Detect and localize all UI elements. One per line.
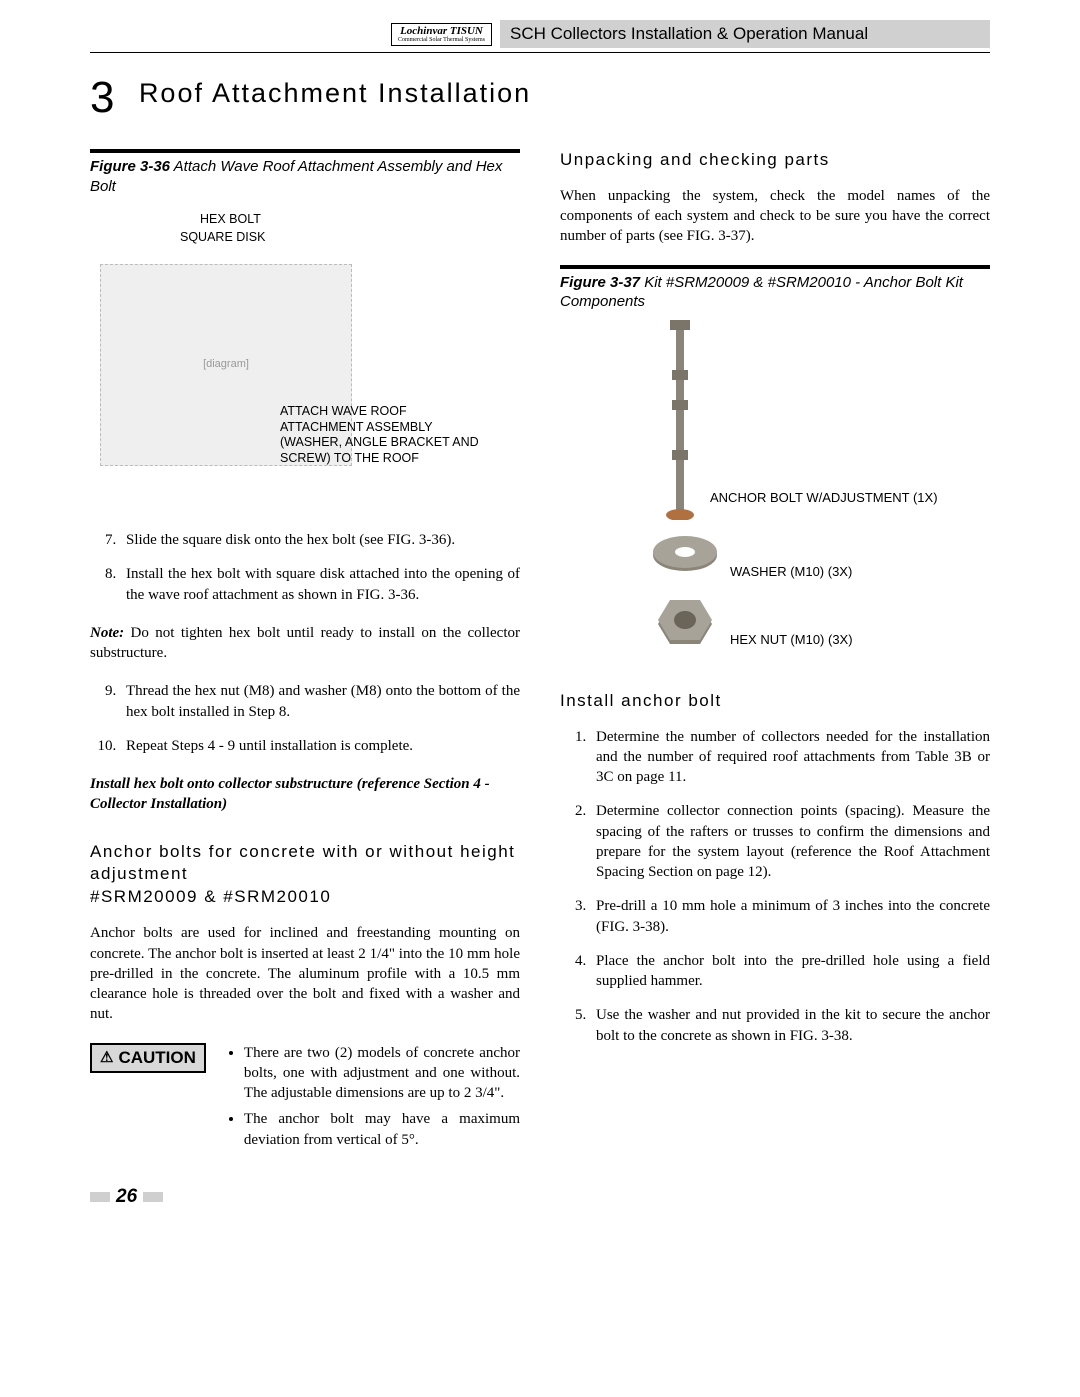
hex-nut-icon [655,596,715,651]
step-8: Install the hex bolt with square disk at… [120,564,520,605]
square-disk-label: SQUARE DISK [180,230,265,246]
unpacking-heading: Unpacking and checking parts [560,149,990,172]
hex-bolt-label: HEX BOLT [200,212,261,228]
install-step-2: Determine collector connection points (s… [590,801,990,882]
logo-text: Lochinvar TISUN [400,26,483,37]
install-step-5: Use the washer and nut provided in the k… [590,1005,990,1046]
caution-block: ⚠ CAUTION There are two (2) models of co… [90,1043,520,1156]
figure-3-37-caption: Figure 3-37 Kit #SRM20009 & #SRM20010 - … [560,273,990,312]
install-step-1: Determine the number of collectors neede… [590,727,990,788]
figure-3-37: ANCHOR BOLT W/ADJUSTMENT (1X) WASHER (M1… [560,320,990,670]
caution-badge: ⚠ CAUTION [90,1043,206,1073]
anchor-bolts-heading: Anchor bolts for concrete with or withou… [90,841,520,910]
washer-icon [650,530,720,580]
brand-logo: Lochinvar TISUN Commercial Solar Thermal… [391,23,492,46]
caution-bullet-1: There are two (2) models of concrete anc… [244,1043,520,1104]
header-rule [90,52,990,53]
header-bar: Lochinvar TISUN Commercial Solar Thermal… [90,20,990,48]
step-9: Thread the hex nut (M8) and washer (M8) … [120,681,520,722]
figure-3-36: HEX BOLT SQUARE DISK [diagram] ATTACH WA… [90,204,520,514]
figure-rule [90,149,520,153]
attach-wave-label: ATTACH WAVE ROOF ATTACHMENT ASSEMBLY (WA… [280,404,480,467]
note-paragraph: Note: Do not tighten hex bolt until read… [90,623,520,664]
figure-3-36-caption: Figure 3-36 Attach Wave Roof Attachment … [90,157,520,196]
note-label: Note: [90,625,124,641]
right-column: Unpacking and checking parts When unpack… [560,149,990,1208]
chapter-title: Roof Attachment Installation [139,78,531,108]
page-ornament-right [143,1192,163,1202]
anchor-heading-line1: Anchor bolts for concrete with or withou… [90,842,515,884]
install-anchor-heading: Install anchor bolt [560,690,990,713]
two-column-layout: Figure 3-36 Attach Wave Roof Attachment … [90,149,990,1208]
chapter-heading: 3 Roof Attachment Installation [90,73,990,123]
step-10: Repeat Steps 4 - 9 until installation is… [120,736,520,756]
install-step-3: Pre-drill a 10 mm hole a minimum of 3 in… [590,896,990,937]
install-anchor-steps: Determine the number of collectors neede… [560,727,990,1046]
left-column: Figure 3-36 Attach Wave Roof Attachment … [90,149,520,1208]
figure-rule [560,265,990,269]
page-number-row: 26 [90,1186,520,1208]
chapter-number: 3 [90,73,114,122]
figure-label: Figure 3-36 [90,158,170,175]
note-text: Do not tighten hex bolt until ready to i… [90,625,520,661]
washer-label: WASHER (M10) (3X) [730,564,852,580]
hex-nut-label: HEX NUT (M10) (3X) [730,632,853,648]
figure-label: Figure 3-37 [560,274,640,291]
logo-subtext: Commercial Solar Thermal Systems [398,37,485,43]
caution-label: CAUTION [118,1048,195,1068]
steps-9-10: Thread the hex nut (M8) and washer (M8) … [90,681,520,756]
install-step-4: Place the anchor bolt into the pre-drill… [590,951,990,992]
warning-icon: ⚠ [100,1050,113,1065]
page: Lochinvar TISUN Commercial Solar Thermal… [0,0,1080,1248]
anchor-bolts-paragraph: Anchor bolts are used for inclined and f… [90,923,520,1024]
anchor-heading-line2: #SRM20009 & #SRM20010 [90,887,331,906]
page-number: 26 [116,1186,137,1208]
unpacking-paragraph: When unpacking the system, check the mod… [560,186,990,247]
step-7: Slide the square disk onto the hex bolt … [120,530,520,550]
anchor-bolt-icon [660,320,700,520]
install-reference: Install hex bolt onto collector substruc… [90,774,520,815]
anchor-bolt-label: ANCHOR BOLT W/ADJUSTMENT (1X) [710,490,938,506]
doc-title: SCH Collectors Installation & Operation … [500,20,990,48]
caution-bullet-2: The anchor bolt may have a maximum devia… [244,1109,520,1150]
caution-bullets: There are two (2) models of concrete anc… [224,1043,520,1156]
page-ornament-left [90,1192,110,1202]
steps-7-8: Slide the square disk onto the hex bolt … [90,530,520,605]
